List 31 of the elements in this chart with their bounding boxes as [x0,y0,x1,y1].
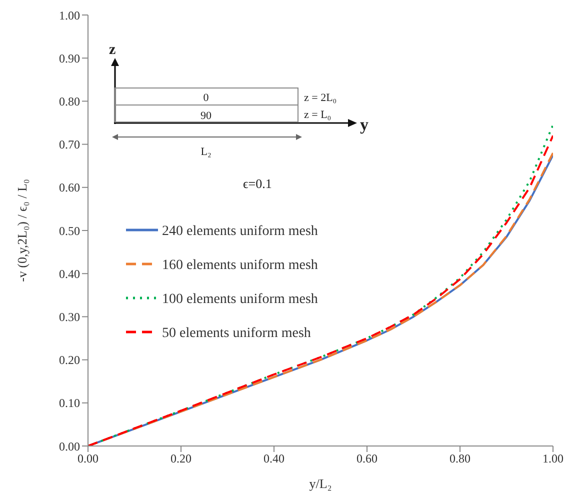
legend-label: 50 elements uniform mesh [162,326,311,341]
annotation: z = L₀ [304,109,332,121]
y-tick-label: 0.50 [59,224,80,238]
annotation: 0 [203,92,210,104]
x-tick-label: 0.60 [356,452,378,466]
annotation: y [360,115,369,134]
y-tick-label: 0.80 [59,94,80,108]
y-tick-label: 1.00 [59,8,80,22]
y-axis-title: -v (0,y,2L₀) / ϵ₀ / L₀ [14,179,30,282]
x-tick-label: 0.20 [170,452,192,466]
annotation: L₂ [200,146,212,158]
annotation: z [109,42,116,58]
y-tick-label: 0.90 [59,51,80,66]
legend-label: 240 elements uniform mesh [162,224,318,239]
y-tick-label: 0.00 [59,439,80,454]
y-tick-label: 0.70 [59,138,80,152]
legend-label: 160 elements uniform mesh [162,258,318,273]
annotation: ϵ=0.1 [243,176,272,191]
y-tick-label: 0.60 [59,180,80,195]
y-tick-label: 0.30 [59,310,80,324]
y-tick-label: 0.40 [59,266,80,281]
x-axis-title: y/L₂ [309,476,332,491]
annotation: 90 [200,110,212,122]
legend-label: 100 elements uniform mesh [162,292,318,307]
x-tick-label: 1.00 [542,452,564,466]
y-tick-label: 0.20 [59,353,80,368]
x-tick-label: 0.80 [450,452,470,466]
y-tick-label: 0.10 [59,396,80,410]
x-tick-label: 0.00 [78,452,98,466]
x-tick-label: 0.40 [264,452,284,466]
annotation: z = 2L₀ [304,92,337,104]
